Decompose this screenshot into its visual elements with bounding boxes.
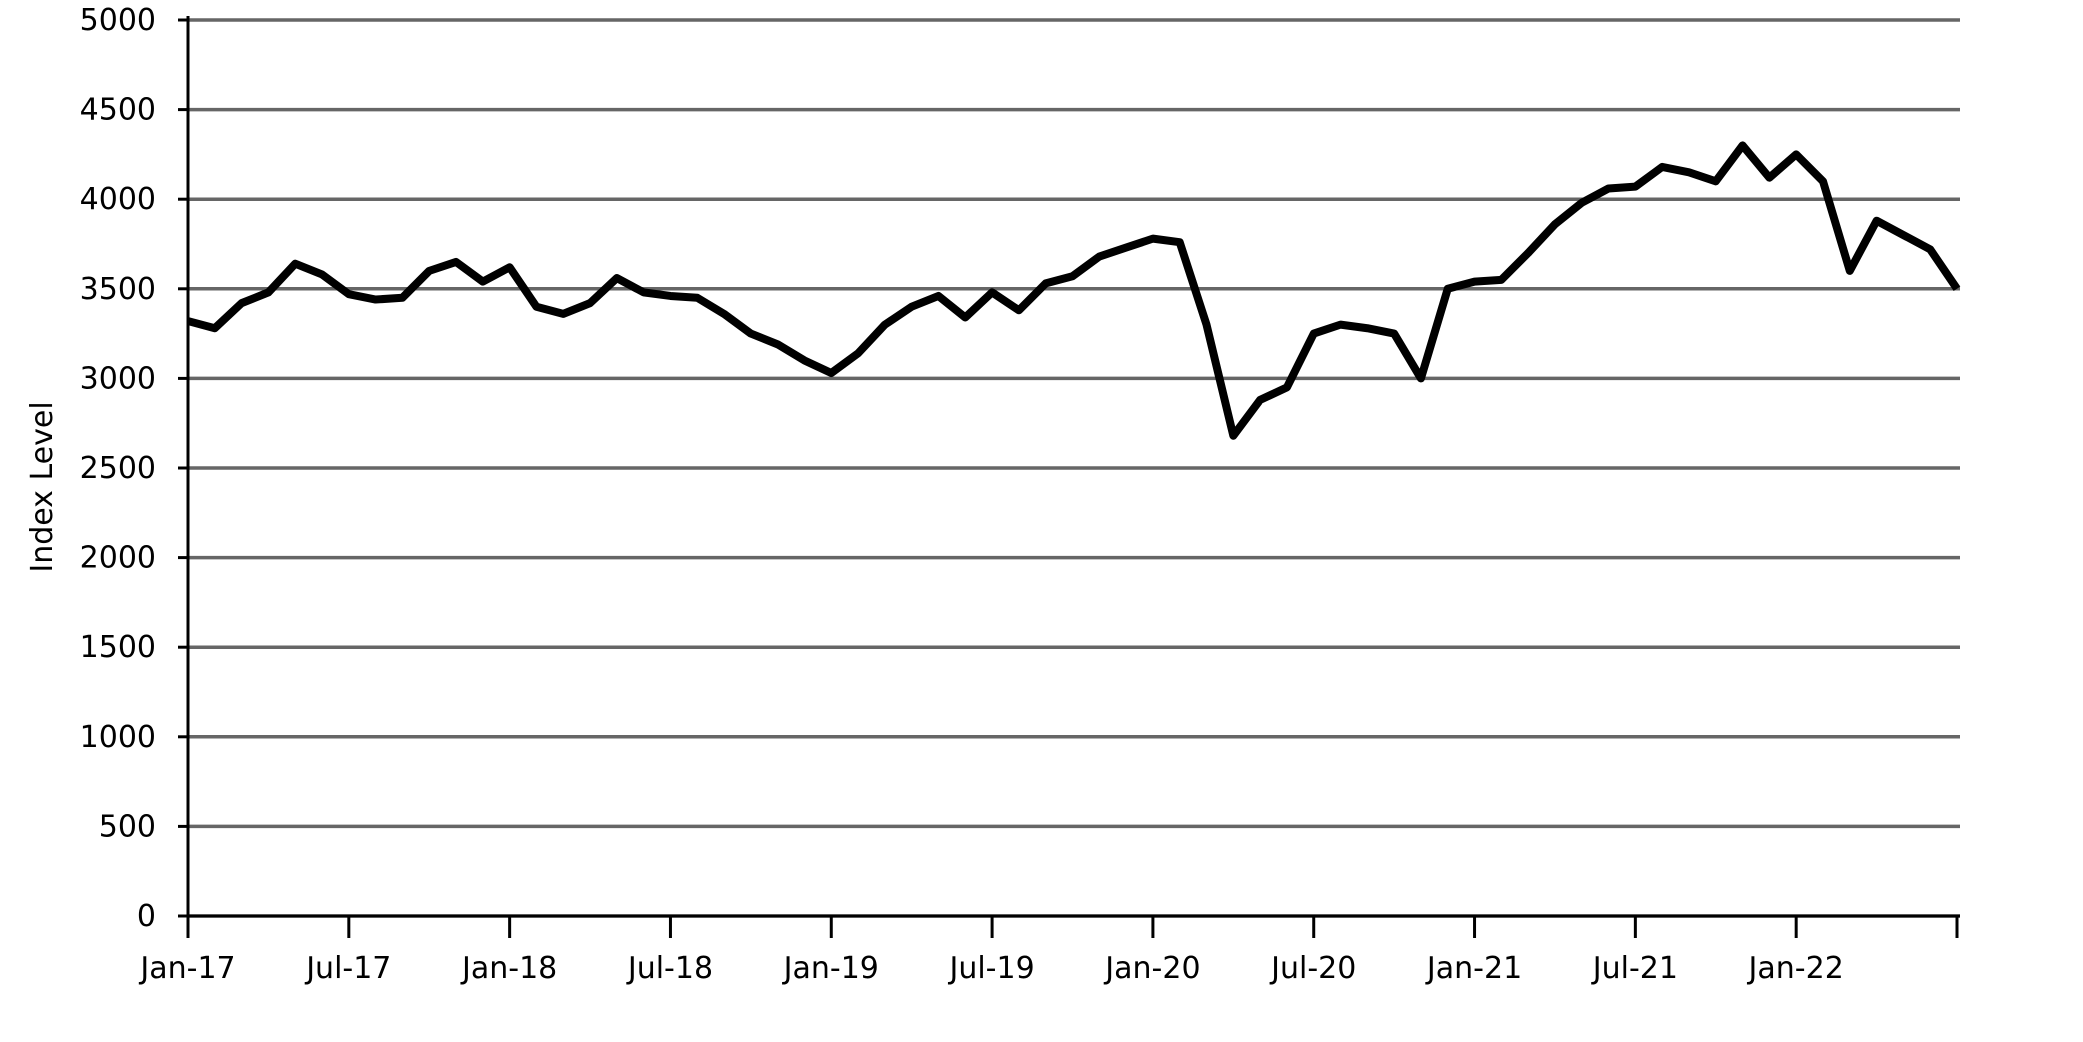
x-tick-label: Jul-17 [304, 951, 391, 986]
x-tick-label: Jan-17 [138, 951, 235, 986]
data-line [186, 141, 1961, 440]
y-tick-label: 3500 [80, 272, 156, 307]
x-tick-label: Jan-21 [1425, 951, 1522, 986]
x-tick-label: Jul-21 [1591, 951, 1678, 986]
y-tick-label: 4500 [80, 93, 156, 128]
x-tick-label: Jan-20 [1103, 951, 1200, 986]
x-tick-label: Jan-22 [1747, 951, 1844, 986]
x-tick-label: Jul-20 [1269, 951, 1356, 986]
y-tick-label: 3000 [80, 361, 156, 396]
x-tick-label: Jan-19 [782, 951, 879, 986]
y-tick-label: 500 [99, 809, 156, 844]
y-tick-label: 4000 [80, 182, 156, 217]
y-tick-label: 2500 [80, 451, 156, 486]
y-tick-label: 1500 [80, 630, 156, 665]
y-axis-label: Index Level [25, 401, 60, 572]
x-tick-label: Jul-19 [947, 951, 1034, 986]
y-tick-label: 1000 [80, 720, 156, 755]
y-tick-label: 5000 [80, 3, 156, 38]
x-tick-label: Jul-18 [626, 951, 713, 986]
y-tick-label: 0 [137, 899, 156, 934]
x-tick-label: Jan-18 [460, 951, 557, 986]
y-tick-label: 2000 [80, 541, 156, 576]
